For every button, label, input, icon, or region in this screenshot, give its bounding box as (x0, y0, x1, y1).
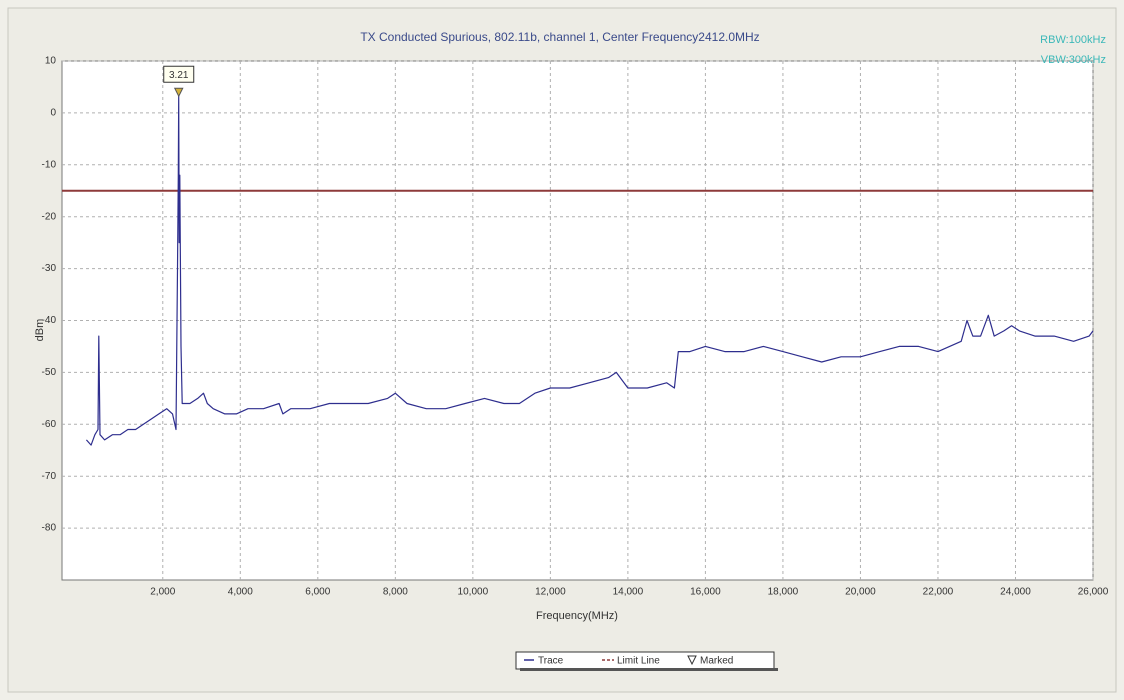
annotation: RBW:100kHz (1040, 34, 1106, 46)
x-tick-label: 26,000 (1078, 587, 1109, 598)
x-tick-label: 8,000 (383, 587, 408, 598)
x-tick-label: 22,000 (923, 587, 954, 598)
x-tick-label: 6,000 (305, 587, 330, 598)
x-tick-label: 24,000 (1000, 587, 1031, 598)
legend-shadow (520, 668, 778, 671)
x-tick-label: 12,000 (535, 587, 566, 598)
y-tick-label: -30 (42, 263, 57, 274)
legend-label: Marked (700, 656, 733, 667)
x-tick-label: 2,000 (150, 587, 175, 598)
marker (173, 87, 184, 98)
y-axis-label: dBm (34, 319, 46, 342)
x-tick-label: 20,000 (845, 587, 876, 598)
y-tick-label: 10 (45, 56, 57, 67)
legend-label: Limit Line (617, 656, 660, 667)
y-tick-label: -40 (42, 315, 57, 326)
marker-label-box (163, 65, 195, 83)
legend-marker-icon (687, 655, 697, 666)
x-tick-label: 14,000 (613, 587, 644, 598)
legend-label: Trace (538, 656, 564, 667)
y-tick-label: 0 (50, 108, 56, 119)
x-tick-label: 16,000 (690, 587, 721, 598)
trace-line (85, 95, 1094, 446)
annotation: VBW:300kHz (1041, 54, 1106, 66)
chart-title: TX Conducted Spurious, 802.11b, channel … (360, 30, 759, 44)
x-tick-label: 18,000 (768, 587, 799, 598)
y-tick-label: -80 (42, 523, 57, 534)
y-tick-label: -10 (42, 159, 57, 170)
y-tick-label: -70 (42, 471, 57, 482)
y-tick-label: -20 (42, 211, 57, 222)
x-axis-label: Frequency(MHz) (536, 610, 618, 622)
y-tick-label: -60 (42, 419, 57, 430)
x-tick-label: 4,000 (228, 587, 253, 598)
y-tick-label: -50 (42, 367, 57, 378)
marker-label: 3.21 (169, 70, 189, 81)
legend: Trace Limit Line Marked (515, 651, 778, 671)
x-tick-label: 10,000 (458, 587, 489, 598)
